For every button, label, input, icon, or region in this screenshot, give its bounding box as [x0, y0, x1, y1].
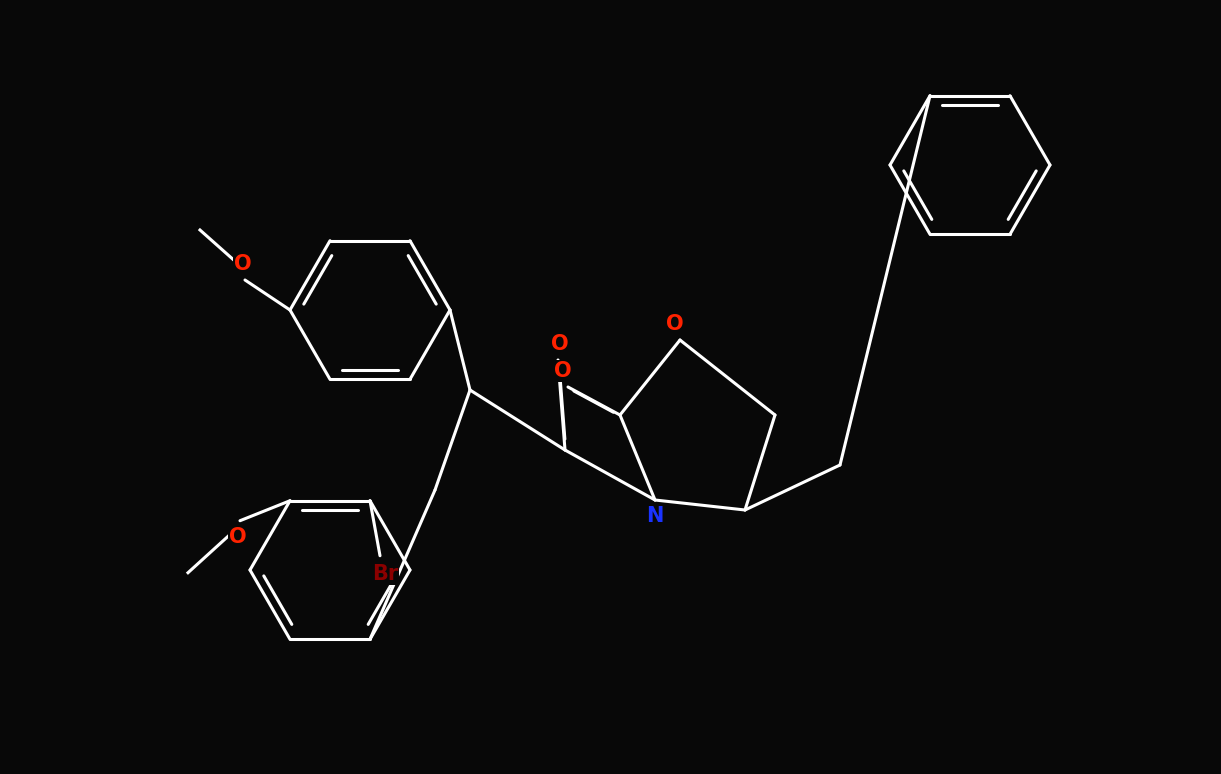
Text: O: O — [230, 527, 247, 546]
Text: N: N — [646, 506, 664, 526]
Text: O: O — [234, 254, 252, 274]
Text: O: O — [554, 361, 571, 381]
Text: O: O — [551, 334, 569, 354]
Text: Br: Br — [372, 563, 398, 584]
Text: O: O — [667, 314, 684, 334]
